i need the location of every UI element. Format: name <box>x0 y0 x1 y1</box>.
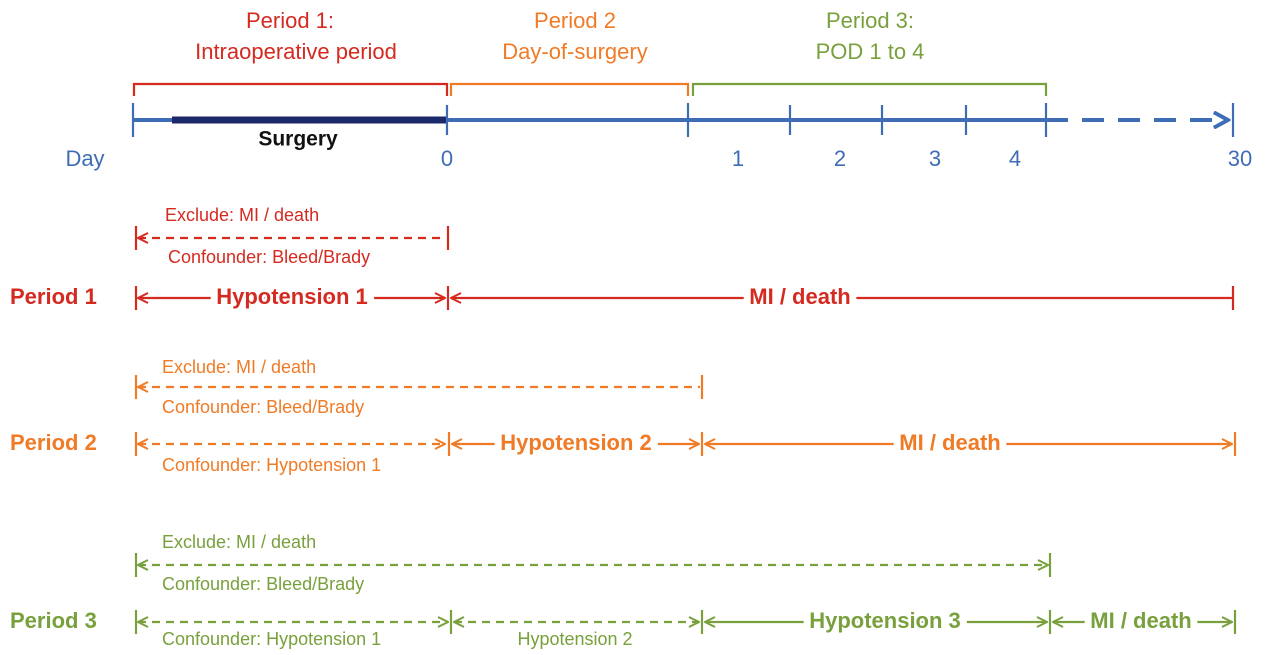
outcome-label: MI / death <box>749 284 850 309</box>
surgery-label: Surgery <box>258 128 338 151</box>
row-label: Period 1 <box>10 284 97 309</box>
bracket <box>132 82 449 96</box>
day-label: Day <box>65 146 104 171</box>
exposure-label: Hypotension 1 <box>216 284 368 309</box>
row-label: Period 2 <box>10 430 97 455</box>
period-title: Period 3: <box>826 8 914 33</box>
confounder-label: Confounder: Hypotension 1 <box>162 629 381 649</box>
exposure-label: Hypotension 3 <box>809 608 961 633</box>
period-title: Period 2 <box>534 8 616 33</box>
outcome-label: MI / death <box>1090 608 1191 633</box>
exposure-label: Hypotension 2 <box>500 430 652 455</box>
period-title: Period 1: <box>246 8 334 33</box>
exclude-label: Exclude: MI / death <box>162 357 316 377</box>
period-subtitle: POD 1 to 4 <box>816 39 925 64</box>
exclude-label: Exclude: MI / death <box>165 205 319 225</box>
prior-exposure-label: Hypotension 2 <box>517 629 632 649</box>
bracket <box>449 82 690 96</box>
outcome-label: MI / death <box>899 430 1000 455</box>
timeline-ticks <box>131 103 1235 137</box>
bracket <box>691 82 1048 96</box>
confounder-label: Confounder: Bleed/Brady <box>168 247 370 267</box>
confounder-label: Confounder: Bleed/Brady <box>162 397 364 417</box>
exclude-label: Exclude: MI / death <box>162 532 316 552</box>
confounder-label: Confounder: Hypotension 1 <box>162 455 381 475</box>
day-tick: 3 <box>929 146 941 171</box>
day-tick: 2 <box>834 146 846 171</box>
day-tick: 1 <box>732 146 744 171</box>
period-subtitle: Intraoperative period <box>195 39 397 64</box>
day-tick: 4 <box>1009 146 1021 171</box>
day-labels: Day 0 1 2 3 4 30 <box>65 146 1252 171</box>
day-tick: 0 <box>441 146 453 171</box>
confounder-label: Confounder: Bleed/Brady <box>162 574 364 594</box>
row-label: Period 3 <box>10 608 97 633</box>
day-tick: 30 <box>1228 146 1252 171</box>
period-subtitle: Day-of-surgery <box>502 39 647 64</box>
